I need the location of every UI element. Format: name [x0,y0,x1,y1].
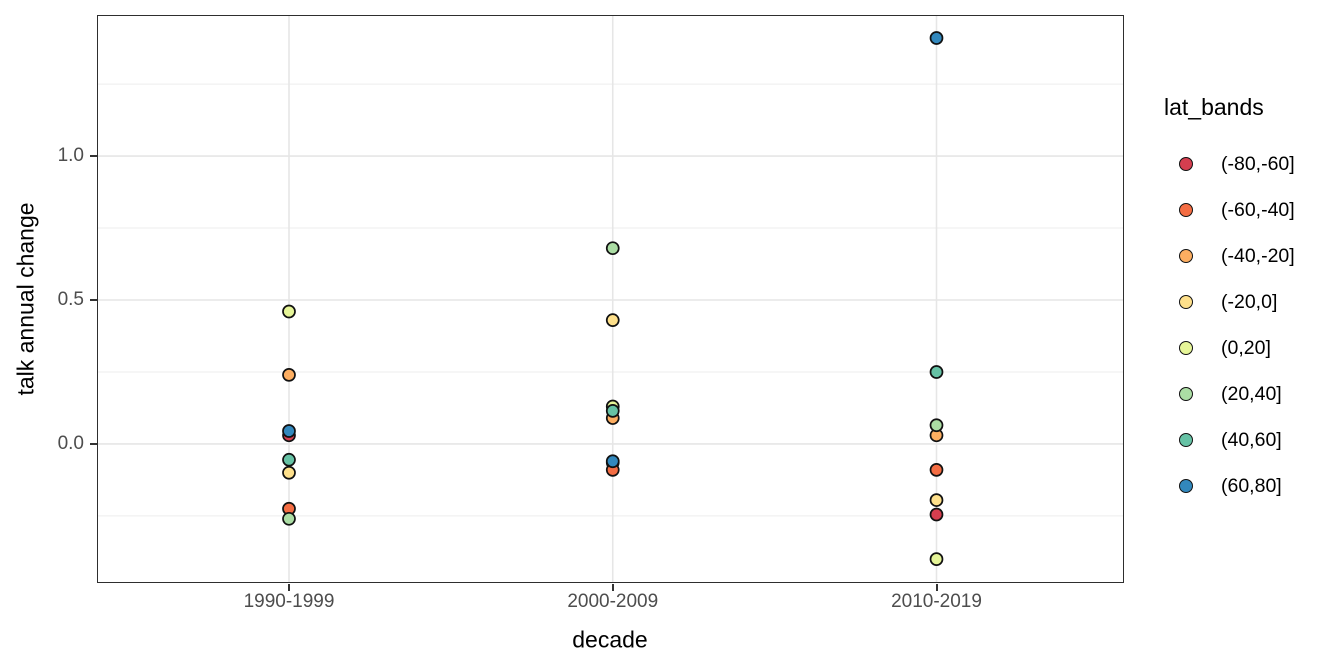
data-point [929,463,944,477]
data-point [605,454,620,469]
legend-item: (20,40] [1164,371,1295,417]
data-point [929,552,944,566]
data-point [605,313,620,328]
legend-dot-icon [1179,203,1193,217]
data-point [282,424,296,438]
legend-items: (-80,-60] (-60,-40] (-40,-20] (-20,0] (0,20]… [1164,141,1295,509]
legend-dot-icon [1179,341,1193,355]
legend-item-label: (-60,-40] [1221,198,1295,221]
legend-item: (40,60] [1164,417,1295,463]
legend-dot-icon [1179,249,1193,263]
legend-item-label: (-20,0] [1221,290,1278,313]
data-point [929,365,944,379]
legend-item-label: (-40,-20] [1221,244,1295,267]
x-tick-mark [935,584,938,591]
legend-item: (0,20] [1164,325,1295,371]
data-point [929,31,944,45]
data-point [929,493,944,507]
legend-dot-icon [1179,479,1193,493]
data-point [929,507,944,522]
x-tick-mark [288,584,290,591]
legend-item-label: (20,40] [1221,382,1282,405]
x-tick-mark [611,584,614,591]
data-point [282,368,296,382]
x-axis-title: decade [572,626,648,653]
legend-title: lat_bands [1164,94,1264,120]
y-tick-label: 1.0 [57,145,84,167]
y-tick-mark [90,155,97,158]
legend: lat_bands (-80,-60] (-60,-40] (-40,-20] (-2… [1164,94,1295,509]
legend-dot-icon [1179,295,1193,309]
data-point [605,241,620,256]
x-tick-label: 2000-2009 [567,591,659,612]
data-point [282,452,296,467]
data-point [282,465,296,480]
legend-item: (-20,0] [1164,279,1295,325]
data-point [282,511,296,526]
x-tick-label: 2010-2019 [891,591,982,612]
legend-item: (-60,-40] [1164,187,1295,233]
legend-item: (-40,-20] [1164,233,1295,279]
legend-dot-icon [1179,433,1193,447]
y-tick-label: 0.5 [57,289,84,310]
legend-item-label: (40,60] [1221,428,1282,451]
data-point [282,304,296,319]
y-tick-mark [90,299,97,301]
data-point [929,418,944,433]
data-point [605,403,620,418]
legend-dot-icon [1179,387,1193,401]
legend-item: (-80,-60] [1164,141,1295,187]
legend-item: (60,80] [1164,463,1295,509]
legend-dot-icon [1179,157,1193,171]
y-tick-label: 0.0 [57,432,84,454]
x-tick-label: 1990-1999 [243,591,335,612]
y-tick-mark [90,442,97,445]
legend-item-label: (-80,-60] [1221,152,1295,175]
legend-item-label: (60,80] [1221,474,1282,497]
plot-panel [97,15,1124,583]
legend-item-label: (0,20] [1221,336,1271,359]
